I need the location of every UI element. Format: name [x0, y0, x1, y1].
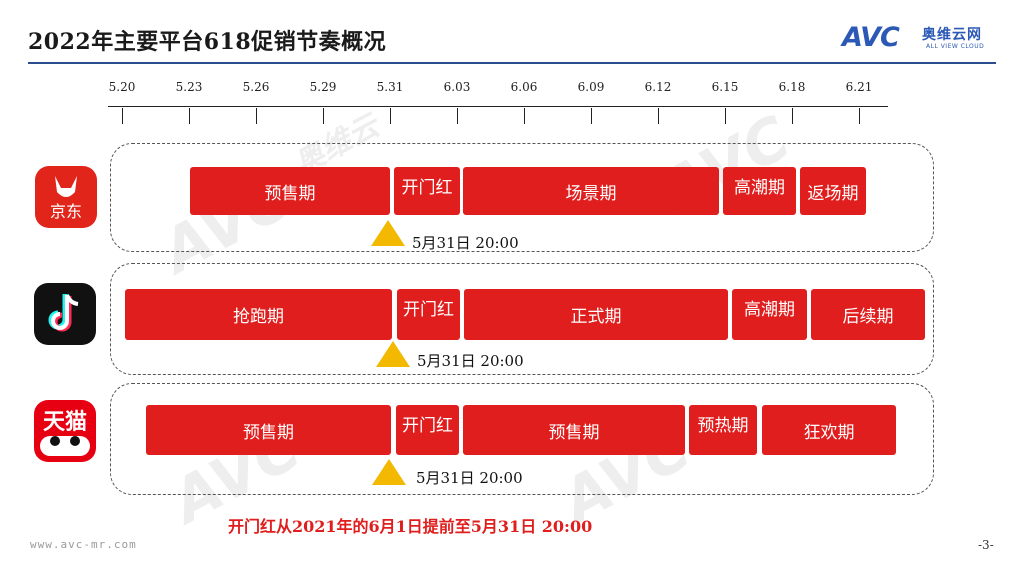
tiktok-note-icon: [48, 294, 79, 332]
kick-off-note: 开门红从2021年的6月1日提前至5月31日 20:00: [228, 517, 593, 536]
tmall-phase-carnival: 狂欢期: [762, 405, 896, 455]
footer-url: www.avc-mr.com: [30, 538, 137, 551]
jd-dog-icon: [55, 176, 77, 197]
douyin-marker-triangle: [376, 341, 410, 367]
jd-phase-return: 返场期: [800, 167, 866, 215]
tmall-marker-label: 5月31日 20:00: [416, 469, 523, 487]
timeline-tick: [658, 108, 659, 124]
timeline-tick-label: 5.23: [175, 80, 203, 94]
timeline-tick-label: 6.15: [711, 80, 739, 94]
jd-logo-text: 京东: [49, 202, 82, 221]
avc-logo: AVC 奥维云网 ALL VIEW CLOUD: [842, 22, 998, 56]
douyin-phase-follow-up: 后续期: [811, 289, 925, 340]
timeline-tick: [591, 108, 592, 124]
timeline-tick: [189, 108, 190, 124]
timeline-tick: [122, 108, 123, 124]
timeline-tick-label: 6.12: [644, 80, 672, 94]
jd-logo: 京东: [35, 166, 97, 228]
timeline-tick-label: 5.20: [108, 80, 136, 94]
timeline-tick: [524, 108, 525, 124]
page-number: -3-: [978, 538, 994, 552]
jd-row: [110, 143, 934, 252]
timeline-tick-label: 6.03: [443, 80, 471, 94]
tmall-marker-triangle: [372, 459, 406, 485]
tmall-phase-kick-off: 开门红: [396, 405, 459, 455]
tmall-cat-face-icon: [40, 436, 90, 456]
timeline-axis: [108, 106, 888, 107]
jd-phase-presale: 预售期: [190, 167, 390, 215]
douyin-phase-formal: 正式期: [464, 289, 728, 340]
douyin-marker-label: 5月31日 20:00: [417, 352, 524, 370]
page-title: 2022年主要平台618促销节奏概况: [28, 29, 387, 55]
timeline-tick-label: 5.29: [309, 80, 337, 94]
douyin-row: [110, 263, 934, 375]
jd-phase-kick-off: 开门红: [394, 167, 460, 215]
timeline-tick-label: 5.26: [242, 80, 270, 94]
logo-en-text: ALL VIEW CLOUD: [926, 43, 985, 50]
timeline-tick-label: 6.06: [510, 80, 538, 94]
tmall-row: [110, 383, 934, 495]
timeline-tick: [725, 108, 726, 124]
timeline-tick: [792, 108, 793, 124]
timeline-tick: [859, 108, 860, 124]
tmall-logo-text: 天猫: [42, 410, 87, 435]
tmall-phase-presale-2: 预售期: [463, 405, 685, 455]
tmall-logo: 天猫: [34, 400, 96, 462]
tmall-phase-presale: 预售期: [146, 405, 391, 455]
jd-phase-scenario: 场景期: [463, 167, 719, 215]
jd-marker-triangle: [371, 220, 405, 246]
logo-cn-text: 奥维云网: [922, 27, 982, 43]
douyin-logo: [34, 283, 96, 345]
timeline-tick-label: 6.21: [845, 80, 873, 94]
timeline-tick-label: 6.18: [778, 80, 806, 94]
timeline-tick: [323, 108, 324, 124]
timeline-tick: [457, 108, 458, 124]
jd-marker-label: 5月31日 20:00: [412, 234, 519, 252]
jd-phase-peak: 高潮期: [723, 167, 796, 215]
header-divider: [28, 62, 996, 64]
timeline-tick: [256, 108, 257, 124]
tmall-phase-warm-up: 预热期: [689, 405, 757, 455]
logo-mark: AVC: [842, 22, 900, 53]
tmall-eye-icon: [50, 436, 60, 446]
douyin-phase-early: 抢跑期: [125, 289, 392, 340]
douyin-phase-kick-off: 开门红: [397, 289, 460, 340]
timeline-tick-label: 5.31: [376, 80, 404, 94]
douyin-phase-peak: 高潮期: [732, 289, 807, 340]
timeline-tick: [390, 108, 391, 124]
timeline-tick-label: 6.09: [577, 80, 605, 94]
tmall-eye-icon: [70, 436, 80, 446]
